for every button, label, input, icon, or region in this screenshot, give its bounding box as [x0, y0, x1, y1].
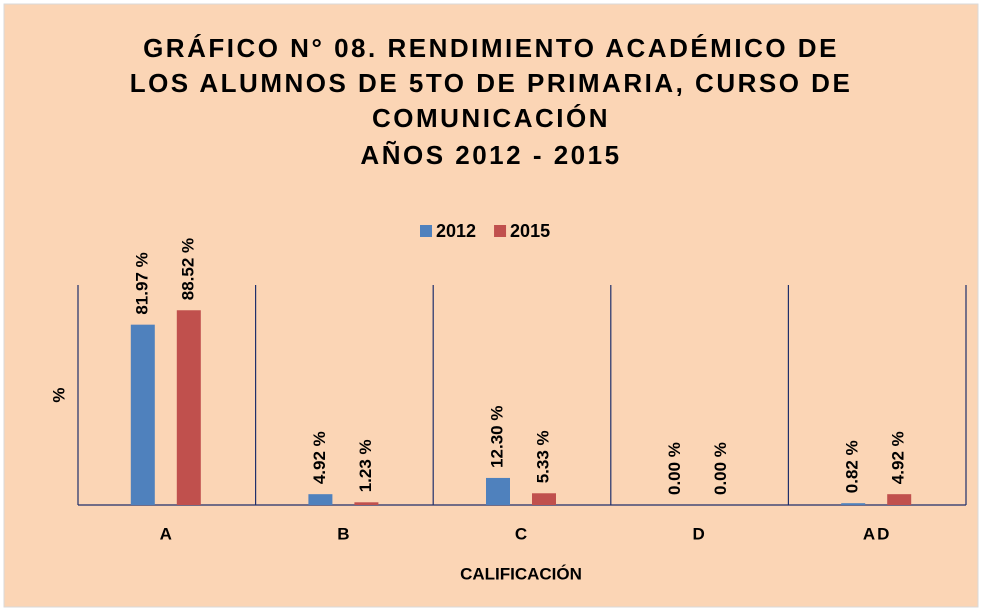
data-label: 0.00 %	[711, 442, 730, 495]
bar	[176, 310, 201, 505]
chart-title: GRÁFICO N° 08. RENDIMIENTO ACADÉMICO DE	[143, 33, 839, 63]
bar	[308, 494, 333, 505]
bar	[486, 477, 510, 505]
x-tick-label: B	[337, 524, 351, 543]
x-tick-label: D	[692, 524, 706, 543]
data-label: 0.00 %	[665, 442, 684, 495]
data-label: 5.33 %	[533, 430, 552, 483]
chart-title: LOS ALUMNOS DE 5TO DE PRIMARIA, CURSO DE	[130, 68, 853, 98]
chart-background	[3, 3, 979, 608]
data-label: 12.30 %	[487, 406, 506, 468]
y-axis-label: %	[49, 387, 68, 402]
data-label: 4.92 %	[310, 431, 329, 484]
legend-label: 2015	[510, 221, 550, 241]
data-label: 4.92 %	[889, 431, 908, 484]
x-axis-label: CALIFICACIÓN	[460, 564, 582, 583]
x-tick-label: C	[515, 524, 529, 543]
data-label: 1.23 %	[356, 439, 375, 492]
legend-swatch	[420, 225, 432, 237]
data-label: 88.52 %	[178, 238, 197, 300]
data-label: 0.82 %	[843, 440, 862, 493]
bar	[532, 493, 556, 505]
bar	[354, 502, 379, 505]
chart-title: AÑOS 2012 - 2015	[360, 140, 621, 170]
x-tick-label: AD	[863, 524, 892, 543]
bar	[841, 503, 866, 505]
x-tick-label: A	[160, 524, 174, 543]
chart-title: COMUNICACIÓN	[372, 103, 610, 133]
data-label: 81.97 %	[132, 252, 151, 314]
bar	[130, 324, 155, 505]
legend-swatch	[494, 225, 507, 237]
bar	[887, 494, 912, 505]
legend-label: 2012	[436, 221, 476, 241]
